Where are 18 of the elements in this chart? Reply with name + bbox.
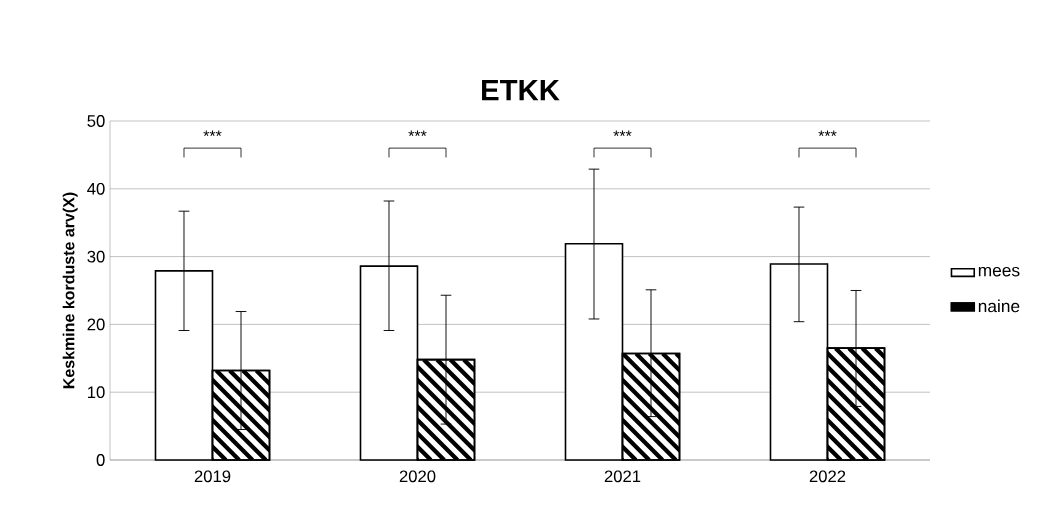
x-tick-label: 2021 [604, 470, 641, 483]
x-tick-label: 2019 [194, 470, 231, 483]
y-tick-label: 40 [87, 182, 105, 195]
y-tick-label: 30 [87, 250, 105, 263]
annotation: *** [408, 130, 427, 137]
legend-label: naine [978, 299, 1020, 313]
chart-title: ETKK [482, 80, 560, 101]
y-axis-title: Keskmine korduste arv(X) [62, 192, 78, 389]
y-tick-label: 10 [88, 386, 105, 399]
y-tick-label: 0 [96, 454, 105, 466]
x-tick-label: 2022 [809, 470, 846, 483]
y-tick-label: 50 [87, 115, 105, 127]
legend-label: mees [978, 266, 1020, 277]
annotation: *** [203, 130, 222, 137]
x-tick-label: 2020 [399, 470, 436, 483]
annotation: *** [613, 130, 632, 137]
annotation: *** [818, 130, 837, 137]
y-tick-label: 20 [87, 318, 105, 331]
